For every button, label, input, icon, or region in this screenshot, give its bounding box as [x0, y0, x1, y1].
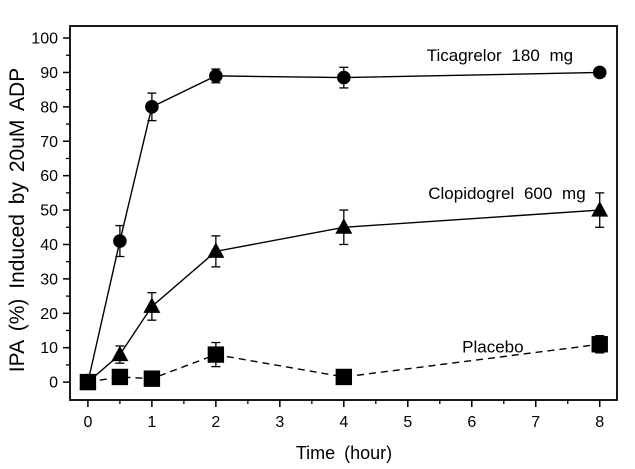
marker-triangle: [207, 242, 225, 258]
y-tick-label: 60: [40, 168, 58, 185]
y-tick-label: 40: [40, 237, 58, 254]
series-placebo: Placebo: [79, 335, 608, 391]
y-tick-label: 50: [40, 203, 58, 220]
y-tick-label: 100: [31, 31, 58, 48]
series-ticagrelor: Ticagrelor 180 mg: [81, 46, 607, 389]
marker-square: [143, 370, 161, 387]
marker-square: [79, 373, 97, 391]
marker-circle: [592, 65, 607, 80]
y-tick-label: 80: [40, 99, 58, 116]
marker-square: [591, 336, 608, 353]
x-tick-label: 2: [211, 414, 220, 431]
x-tick-label: 1: [147, 414, 156, 431]
marker-circle: [337, 70, 351, 85]
x-tick-label: 8: [595, 414, 604, 431]
x-tick-label: 4: [339, 414, 348, 431]
marker-triangle: [143, 297, 161, 313]
series-label-ticagrelor: Ticagrelor 180 mg: [427, 46, 573, 65]
y-tick-label: 30: [40, 271, 58, 288]
plot-content: 0 1 2 3 4 5 6 7 80102030405060708090100Ticagrelo…: [31, 25, 618, 431]
y-tick-label: 70: [40, 134, 58, 151]
y-tick-label: 0: [49, 375, 58, 392]
x-tick-label: 0: [83, 414, 92, 431]
y-tick-label: 10: [40, 340, 58, 357]
x-tick-label: 3: [275, 414, 284, 431]
y-tick-label: 20: [40, 306, 58, 323]
series-line-ticagrelor: [87, 71, 600, 383]
x-tick-label: 5: [403, 414, 412, 431]
marker-circle: [209, 69, 223, 83]
marker-triangle: [591, 201, 609, 217]
x-tick-label: 7: [531, 414, 540, 431]
marker-square: [335, 368, 353, 386]
series-label-placebo: Placebo: [462, 338, 523, 357]
marker-square: [111, 368, 129, 386]
series-label-clopidogrel: Clopidogrel 600 mg: [428, 184, 585, 203]
y-axis-title: IPA (%) Induced by 20uM ADP: [6, 68, 29, 372]
x-axis-title: Time (hour): [296, 443, 392, 463]
marker-circle: [113, 234, 127, 248]
marker-square: [207, 346, 225, 363]
marker-triangle: [111, 345, 129, 362]
marker-circle: [145, 100, 159, 114]
series-clopidogrel: Clopidogrel 600 mg: [79, 184, 609, 389]
y-tick-label: 90: [40, 65, 58, 82]
marker-triangle: [335, 218, 353, 234]
x-tick-label: 6: [467, 414, 476, 431]
